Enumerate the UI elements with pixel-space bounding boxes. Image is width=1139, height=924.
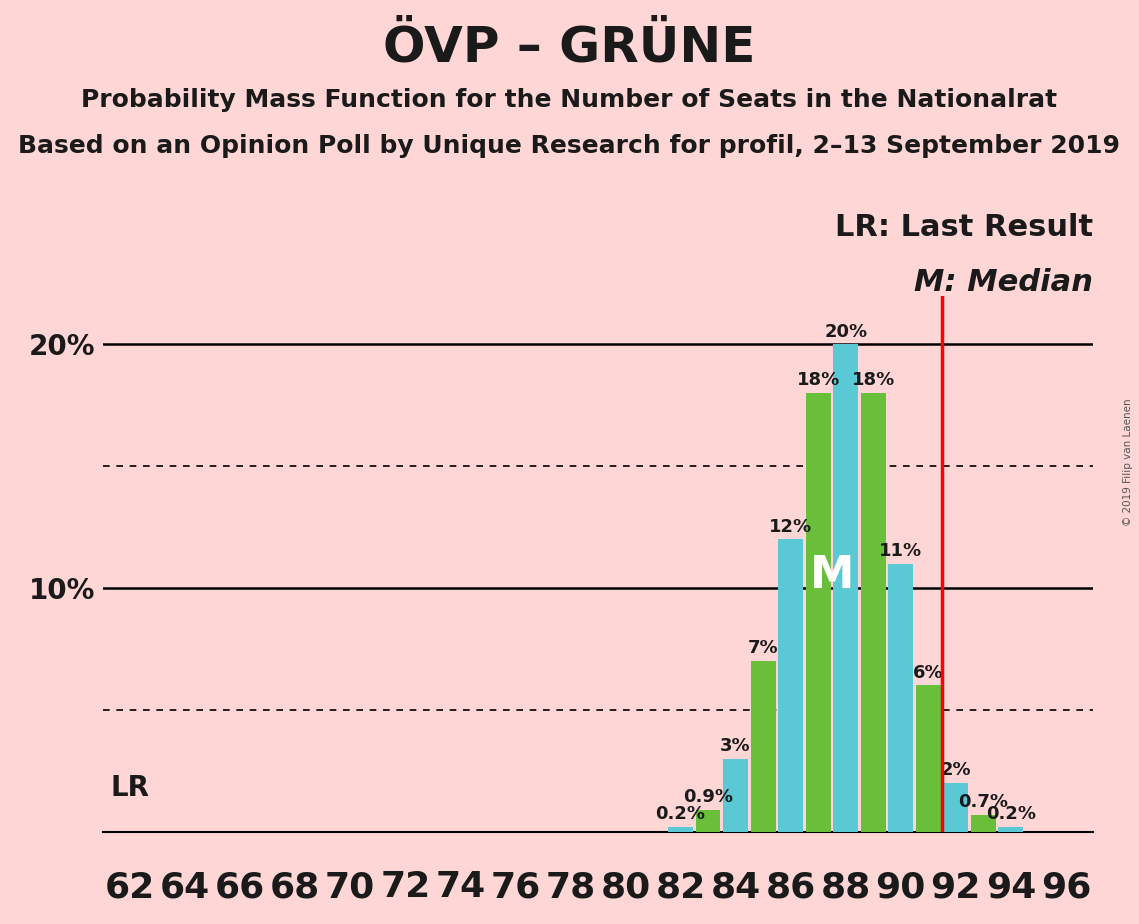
Text: 90: 90 [876, 870, 926, 904]
Text: 7%: 7% [748, 639, 778, 658]
Bar [916, 686, 941, 832]
Text: 0.2%: 0.2% [656, 805, 705, 823]
Text: LR: LR [110, 773, 149, 802]
Bar [970, 815, 995, 832]
Text: 3%: 3% [720, 736, 751, 755]
Bar [943, 783, 968, 832]
Bar [669, 827, 693, 832]
Text: © 2019 Filip van Laenen: © 2019 Filip van Laenen [1123, 398, 1133, 526]
Text: 11%: 11% [879, 542, 923, 560]
Text: 82: 82 [655, 870, 706, 904]
Text: 74: 74 [435, 870, 485, 904]
Bar [888, 564, 913, 832]
Text: M: M [810, 554, 854, 597]
Bar [751, 661, 776, 832]
Text: 0.9%: 0.9% [683, 788, 734, 806]
Bar [778, 540, 803, 832]
Text: 92: 92 [931, 870, 981, 904]
Text: 80: 80 [600, 870, 650, 904]
Text: 78: 78 [546, 870, 596, 904]
Bar [861, 393, 886, 832]
Bar [834, 345, 858, 832]
Bar [696, 809, 721, 832]
Text: 64: 64 [159, 870, 211, 904]
Text: 2%: 2% [941, 761, 972, 779]
Text: 88: 88 [820, 870, 871, 904]
Text: 76: 76 [490, 870, 541, 904]
Text: 94: 94 [985, 870, 1036, 904]
Text: 96: 96 [1041, 870, 1091, 904]
Text: 0.2%: 0.2% [986, 805, 1035, 823]
Text: LR: Last Result: LR: Last Result [835, 213, 1093, 241]
Text: M: Median: M: Median [915, 268, 1093, 297]
Text: 18%: 18% [796, 371, 839, 390]
Text: 0.7%: 0.7% [958, 793, 1008, 811]
Text: 18%: 18% [852, 371, 895, 390]
Text: 84: 84 [711, 870, 761, 904]
Text: Probability Mass Function for the Number of Seats in the Nationalrat: Probability Mass Function for the Number… [81, 88, 1058, 112]
Text: 70: 70 [325, 870, 376, 904]
Text: 86: 86 [765, 870, 816, 904]
Text: 68: 68 [270, 870, 320, 904]
Text: ÖVP – GRÜNE: ÖVP – GRÜNE [384, 23, 755, 71]
Bar [999, 827, 1023, 832]
Text: 72: 72 [380, 870, 431, 904]
Text: 12%: 12% [769, 517, 812, 536]
Text: 6%: 6% [913, 663, 943, 682]
Text: 62: 62 [105, 870, 155, 904]
Text: Based on an Opinion Poll by Unique Research for profil, 2–13 September 2019: Based on an Opinion Poll by Unique Resea… [18, 134, 1121, 158]
Bar [723, 759, 748, 832]
Text: 20%: 20% [825, 322, 867, 341]
Bar [805, 393, 830, 832]
Text: 66: 66 [215, 870, 265, 904]
